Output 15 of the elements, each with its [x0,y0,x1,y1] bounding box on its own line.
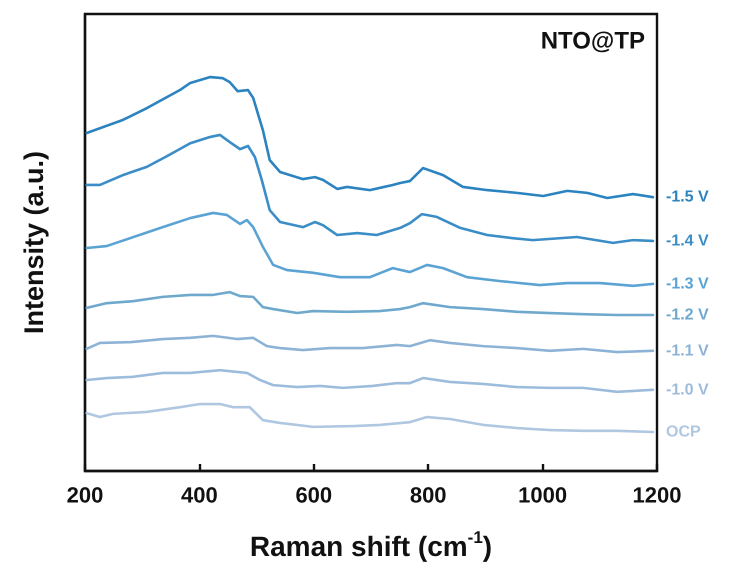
series-label: -1.5 V [666,188,710,206]
series-label: -1.0 V [666,381,710,398]
x-tick-label: 400 [181,482,218,508]
series-label: -1.1 V [666,342,710,360]
y-axis-title: Intensity (a.u.) [19,150,50,334]
x-tick-label: 800 [410,482,447,508]
series-label: OCP [666,423,701,440]
text: NTO@TP [540,28,645,54]
x-tick-label: 600 [295,482,332,508]
x-tick-label: 1000 [518,482,568,508]
x-tick-label: 1200 [632,482,682,508]
series-label: -1.4 V [666,232,710,250]
x-tick-label: 200 [66,482,104,508]
series-label: -1.2 V [666,306,710,324]
series-label: -1.3 V [666,275,710,292]
